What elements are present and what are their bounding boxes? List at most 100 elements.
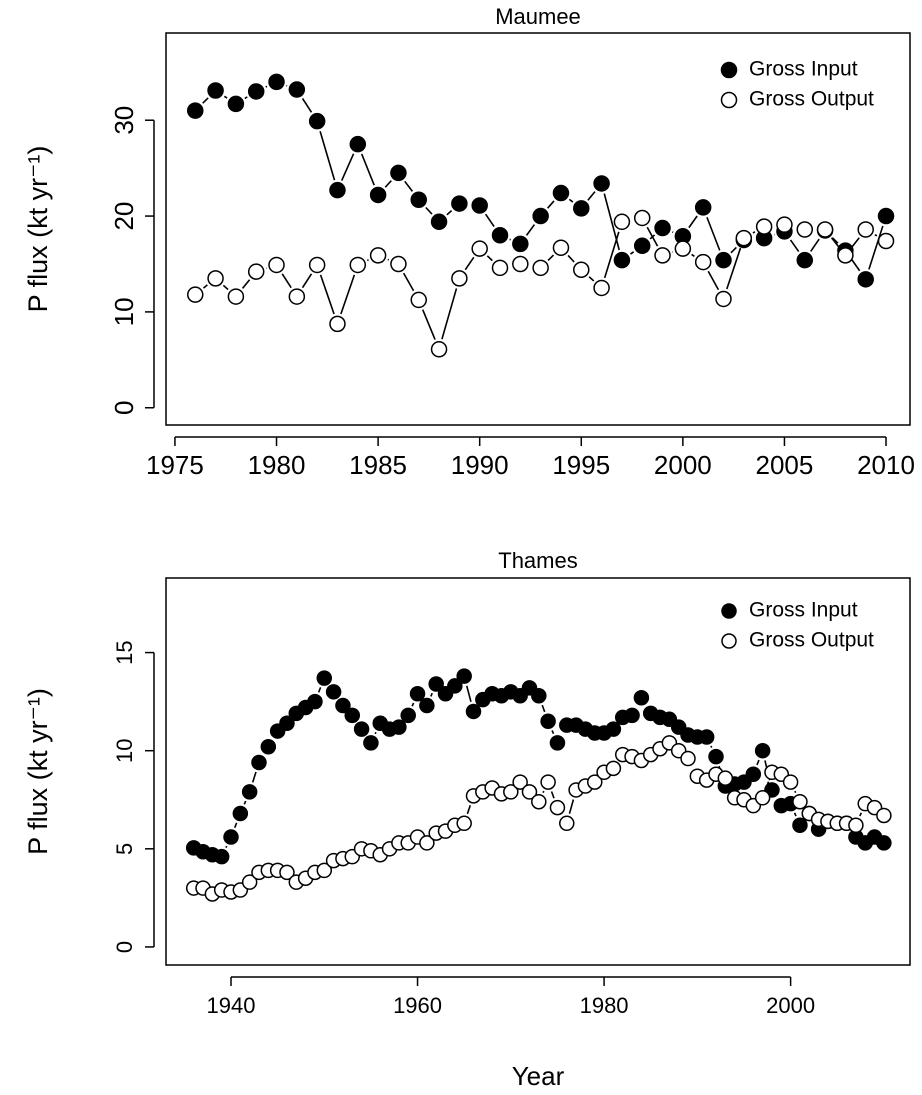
connector (859, 812, 862, 817)
connector (551, 730, 555, 734)
point (335, 697, 351, 714)
point (187, 286, 204, 303)
point (735, 229, 753, 247)
point (540, 713, 556, 730)
point (532, 207, 549, 225)
connector (202, 97, 209, 104)
legend-marker (721, 633, 737, 649)
point (471, 240, 488, 257)
point (268, 73, 285, 91)
x-tick-label: 2005 (756, 450, 814, 480)
point (531, 793, 547, 810)
connector (726, 247, 742, 290)
point (552, 184, 570, 202)
point (792, 793, 808, 810)
connector (546, 200, 555, 209)
point (279, 864, 295, 881)
legend-label: Gross Input (749, 599, 858, 622)
point (857, 221, 874, 238)
point (717, 770, 734, 786)
point (605, 721, 622, 737)
y-tick-label: 15 (112, 640, 137, 664)
y-axis-label: P flux (kt yr⁻¹) (23, 688, 53, 855)
connector (630, 251, 635, 255)
x-tick-label: 1990 (451, 450, 509, 480)
connector (360, 153, 375, 186)
connector (830, 237, 840, 248)
point (247, 83, 265, 100)
connector (752, 231, 756, 234)
point (593, 175, 610, 192)
x-tick-label: 1985 (349, 450, 407, 480)
point (754, 790, 771, 806)
connector (765, 781, 770, 789)
point (680, 750, 696, 767)
connector (243, 800, 247, 805)
connector (241, 279, 251, 289)
point (593, 279, 610, 297)
point (816, 221, 834, 238)
connector (374, 731, 377, 735)
point (491, 259, 509, 277)
point (187, 102, 204, 119)
point (308, 256, 326, 274)
point (325, 684, 342, 700)
connector (466, 805, 472, 815)
point (391, 719, 407, 735)
y-tick-label: 10 (112, 738, 137, 762)
point (260, 739, 277, 755)
connector (794, 790, 797, 794)
point (232, 805, 249, 822)
point (876, 807, 892, 824)
connector (265, 85, 268, 88)
point (308, 112, 326, 130)
point (456, 815, 472, 832)
point (877, 232, 895, 250)
point (288, 81, 306, 98)
point (390, 164, 407, 182)
connector (850, 258, 861, 272)
point (796, 221, 814, 238)
connector (851, 237, 860, 248)
connector (244, 96, 248, 100)
point (227, 288, 245, 305)
point (419, 835, 435, 851)
point (288, 288, 306, 305)
point (369, 186, 387, 204)
point (698, 729, 715, 745)
point (782, 774, 799, 790)
connector (281, 273, 292, 289)
point (877, 207, 895, 225)
y-tick-label: 10 (109, 297, 139, 326)
point (531, 687, 547, 704)
point (307, 693, 323, 710)
point (400, 707, 416, 724)
x-tick-label: 1975 (146, 450, 204, 480)
connector (542, 790, 545, 794)
connector (728, 786, 732, 790)
connector (202, 284, 208, 289)
point (428, 676, 444, 692)
connector (402, 272, 415, 292)
connector (222, 284, 229, 291)
point (549, 735, 566, 751)
connector (547, 254, 555, 261)
legend-label: Gross Input (749, 58, 858, 81)
x-tick-label: 1980 (248, 450, 306, 480)
point (694, 199, 712, 216)
point (419, 697, 435, 714)
point (207, 82, 224, 99)
connector (301, 97, 313, 113)
plot-frame (165, 577, 911, 966)
point (755, 218, 773, 235)
y-tick-label: 30 (109, 106, 139, 135)
point (633, 209, 651, 227)
connector (366, 259, 369, 262)
point (754, 742, 771, 759)
connector (710, 745, 713, 748)
y-tick-label: 0 (112, 941, 137, 953)
point (792, 817, 808, 834)
point (633, 237, 651, 255)
x-tick-label: 2000 (654, 450, 712, 480)
